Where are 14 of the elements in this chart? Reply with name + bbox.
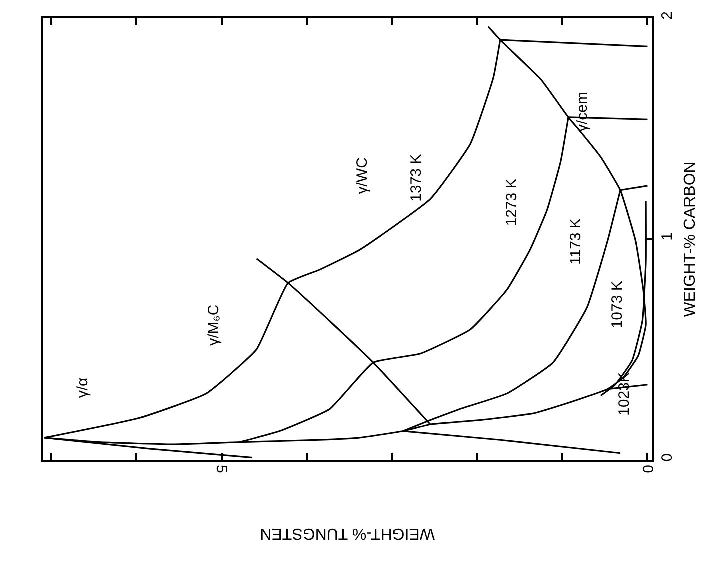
annotation: γ/WC (354, 157, 372, 194)
annotation: 1173 K (568, 218, 585, 265)
annotation: γ/α (74, 378, 92, 398)
annotation: 1373 K (408, 154, 425, 202)
y-axis-title: WEIGHT-% CARBON (682, 162, 700, 318)
y-tick-label: 1 (659, 232, 676, 241)
annotation: 1073 K (608, 281, 626, 329)
annotation: γ/M₆C (205, 304, 222, 346)
annotation: γ/cem (574, 92, 591, 132)
y-tick-label: 0 (659, 454, 676, 462)
y-tick-label: 2 (659, 12, 676, 20)
annotation: 1273 K (504, 178, 521, 226)
x-axis-title: WEIGHT-% TUNGSTEN (260, 524, 435, 542)
x-tick-label: 5 (212, 465, 230, 474)
